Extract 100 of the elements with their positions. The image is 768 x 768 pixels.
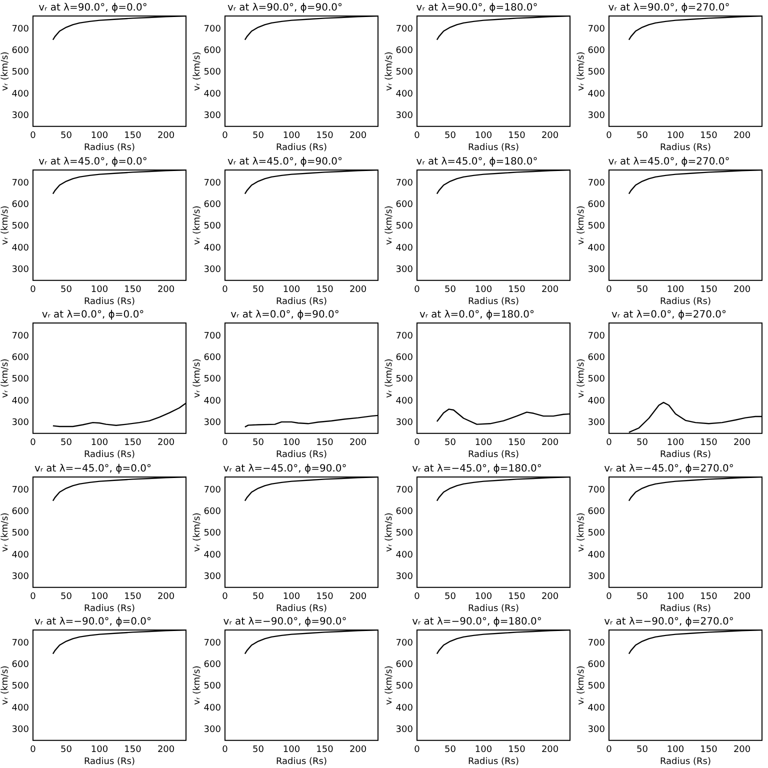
x-tick-label: 0 (414, 746, 420, 756)
x-tick-label: 150 (316, 438, 334, 448)
y-tick-label: 700 (204, 485, 222, 496)
x-axis-title: Radius (Rs) (276, 450, 327, 460)
x-tick-label: 0 (606, 438, 612, 448)
x-tick-label: 200 (349, 746, 367, 756)
x-tick-label: 100 (474, 284, 492, 295)
x-tick-label: 200 (349, 592, 367, 602)
chart-title: vᵣ at λ=90.0°, ϕ=180.0° (416, 2, 538, 14)
y-tick-label: 600 (12, 660, 30, 670)
y-axis-title: vᵣ (km/s) (192, 52, 203, 91)
x-tick-label: 200 (541, 438, 559, 448)
x-tick-label: 100 (90, 438, 108, 448)
y-tick-label: 500 (12, 68, 30, 78)
y-tick-label: 300 (396, 110, 414, 121)
y-tick-label: 600 (588, 46, 606, 56)
y-tick-label: 500 (204, 682, 222, 692)
x-tick-label: 100 (90, 592, 108, 602)
y-tick-label: 700 (204, 638, 222, 649)
y-tick-label: 600 (588, 200, 606, 210)
x-tick-label: 150 (316, 592, 334, 602)
x-tick-label: 0 (606, 592, 612, 602)
y-axis-title: vᵣ (km/s) (192, 358, 203, 398)
x-tick-label: 0 (606, 284, 612, 295)
x-tick-label: 150 (700, 131, 718, 142)
y-tick-label: 700 (12, 332, 30, 342)
y-tick-label: 700 (12, 178, 30, 188)
chart-title: vᵣ at λ=45.0°, ϕ=180.0° (416, 156, 538, 168)
y-axis-title: vᵣ (km/s) (384, 52, 395, 91)
x-tick-label: 0 (222, 746, 228, 756)
x-tick-label: 50 (636, 131, 648, 142)
x-tick-label: 200 (541, 131, 559, 142)
x-axis-title: Radius (Rs) (468, 142, 519, 153)
y-tick-label: 700 (12, 24, 30, 34)
chart-title: vᵣ at λ=0.0°, ϕ=0.0° (42, 310, 144, 321)
x-tick-label: 100 (282, 284, 300, 295)
y-tick-label: 300 (204, 264, 222, 275)
x-tick-label: 0 (414, 592, 420, 602)
y-tick-label: 600 (204, 353, 222, 364)
x-axis-title: Radius (Rs) (84, 757, 135, 768)
x-tick-label: 50 (252, 438, 264, 448)
y-tick-label: 700 (396, 332, 414, 342)
y-tick-label: 600 (396, 506, 414, 517)
y-axis-title: vᵣ (km/s) (384, 512, 395, 552)
x-tick-label: 50 (60, 746, 72, 756)
y-tick-label: 400 (588, 242, 606, 253)
x-tick-label: 150 (700, 746, 718, 756)
y-tick-label: 700 (588, 485, 606, 496)
y-tick-label: 700 (396, 178, 414, 188)
x-tick-label: 0 (606, 131, 612, 142)
y-axis-title: vᵣ (km/s) (576, 52, 587, 91)
x-axis-title: Radius (Rs) (276, 142, 327, 153)
x-axis-title: Radius (Rs) (276, 604, 327, 614)
y-tick-label: 600 (396, 46, 414, 56)
x-axis-title: Radius (Rs) (276, 296, 327, 307)
x-tick-label: 150 (508, 438, 526, 448)
y-tick-label: 400 (588, 550, 606, 560)
y-axis-title: vᵣ (km/s) (192, 205, 203, 244)
y-tick-label: 300 (588, 110, 606, 121)
x-tick-label: 100 (474, 746, 492, 756)
y-tick-label: 300 (12, 725, 30, 736)
x-tick-label: 0 (222, 592, 228, 602)
y-tick-label: 500 (12, 374, 30, 385)
x-tick-label: 50 (636, 746, 648, 756)
x-tick-label: 100 (666, 592, 684, 602)
x-tick-label: 150 (700, 592, 718, 602)
y-tick-label: 500 (588, 68, 606, 78)
x-tick-label: 100 (474, 438, 492, 448)
y-tick-label: 500 (588, 221, 606, 232)
x-tick-label: 200 (541, 746, 559, 756)
x-tick-label: 50 (252, 592, 264, 602)
x-tick-label: 150 (124, 131, 142, 142)
y-tick-label: 700 (204, 24, 222, 34)
y-axis-title: vᵣ (km/s) (384, 358, 395, 398)
x-axis-title: Radius (Rs) (468, 450, 519, 460)
x-tick-label: 50 (60, 131, 72, 142)
x-tick-label: 50 (444, 746, 456, 756)
chart-title: vᵣ at λ=0.0°, ϕ=270.0° (611, 310, 727, 321)
x-axis-title: Radius (Rs) (468, 296, 519, 307)
x-tick-label: 150 (316, 131, 334, 142)
x-tick-label: 50 (444, 438, 456, 448)
chart-title: vᵣ at λ=0.0°, ϕ=180.0° (419, 310, 535, 321)
y-tick-label: 600 (204, 660, 222, 670)
x-axis-title: Radius (Rs) (660, 142, 711, 153)
y-axis-title: vᵣ (km/s) (192, 666, 203, 706)
x-tick-label: 150 (508, 592, 526, 602)
y-tick-label: 400 (204, 550, 222, 560)
chart-title: vᵣ at λ=45.0°, ϕ=90.0° (227, 156, 343, 168)
x-tick-label: 150 (316, 284, 334, 295)
y-tick-label: 500 (12, 221, 30, 232)
x-tick-label: 200 (541, 284, 559, 295)
x-tick-label: 200 (733, 592, 751, 602)
y-tick-label: 700 (396, 24, 414, 34)
y-tick-label: 700 (396, 485, 414, 496)
y-tick-label: 300 (588, 418, 606, 428)
y-tick-label: 400 (12, 396, 30, 406)
x-tick-label: 200 (733, 746, 751, 756)
y-tick-label: 400 (12, 242, 30, 253)
x-tick-label: 50 (444, 284, 456, 295)
y-tick-label: 500 (204, 374, 222, 385)
